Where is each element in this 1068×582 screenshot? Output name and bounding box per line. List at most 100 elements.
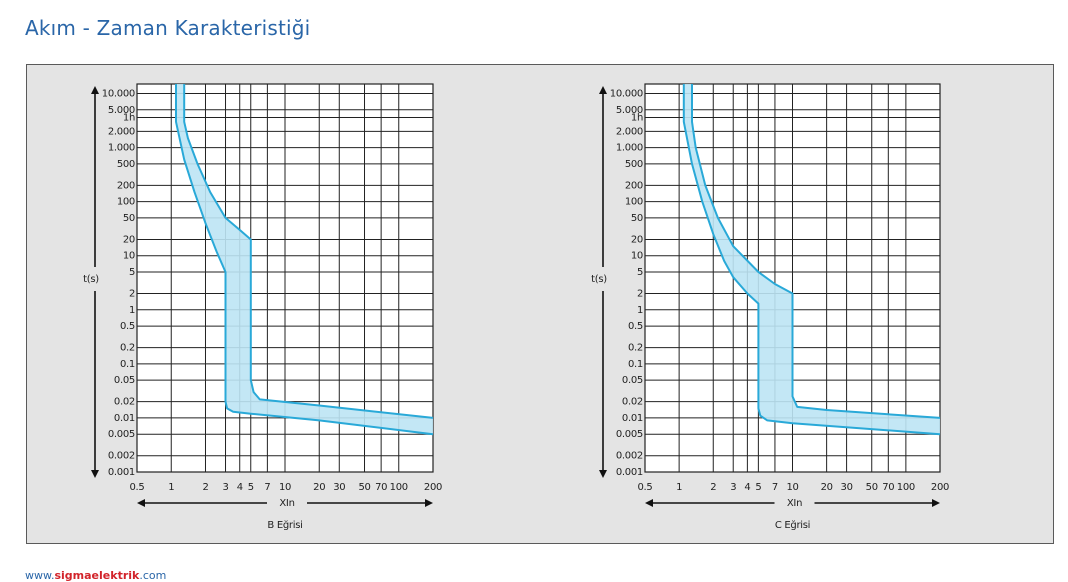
y-tick-label: 0.002 [108, 451, 135, 462]
x-tick-label: 1 [168, 482, 174, 493]
y-tick-label: 200 [625, 180, 643, 191]
y-tick-label: 0.02 [114, 397, 135, 408]
y-axis-label: t(s) [591, 274, 607, 285]
y-tick-label: 50 [123, 213, 135, 224]
y-tick-label: 2 [637, 289, 643, 300]
x-tick-label: 200 [931, 482, 949, 493]
y-tick-label: 0.005 [616, 429, 643, 440]
y-tick-label: 1 [637, 305, 643, 316]
footer: www.sigmaelektrik.com [25, 569, 166, 582]
x-tick-label: 5 [755, 482, 761, 493]
band-fill [683, 84, 940, 435]
footer-text: .com [139, 569, 167, 582]
y-tick-label: 10.000 [610, 89, 643, 100]
x-axis-label: XIn [787, 498, 802, 509]
x-tick-label: 1 [676, 482, 682, 493]
y-tick-label: 5.000 [616, 105, 643, 116]
x-tick-label: 0.5 [637, 482, 652, 493]
y-tick-label: 100 [117, 197, 135, 208]
x-tick-label: 7 [264, 482, 270, 493]
y-axis-label: t(s) [83, 274, 99, 285]
y-tick-label: 0.05 [114, 375, 135, 386]
x-axis-label: XIn [279, 498, 294, 509]
y-tick-label: 2.000 [108, 126, 135, 137]
y-tick-label: 1.000 [108, 143, 135, 154]
arrow-head [425, 499, 433, 507]
y-tick-label: 1.000 [616, 143, 643, 154]
arrow-head [91, 470, 99, 478]
x-tick-label: 50 [358, 482, 370, 493]
arrow-head [599, 86, 607, 94]
arrow-head [599, 470, 607, 478]
arrow-head [932, 499, 940, 507]
y-tick-label: 0.2 [628, 343, 643, 354]
x-tick-label: 20 [821, 482, 833, 493]
x-tick-label: 4 [744, 482, 750, 493]
chart-caption: C Eğrisi [775, 519, 810, 531]
y-tick-label: 0.001 [616, 467, 643, 478]
x-tick-label: 2 [202, 482, 208, 493]
y-tick-label: 0.1 [628, 359, 643, 370]
y-tick-label: 0.05 [622, 375, 643, 386]
y-tick-label: 5 [129, 267, 135, 278]
page-title: Akım - Zaman Karakteristiği [25, 16, 311, 40]
y-tick-label: 5 [637, 267, 643, 278]
y-tick-label: 200 [117, 180, 135, 191]
x-tick-label: 100 [390, 482, 408, 493]
arrow-head [91, 86, 99, 94]
x-tick-label: 7 [772, 482, 778, 493]
y-tick-label: 0.1 [120, 359, 135, 370]
footer-brand: sigmaelektrik [54, 569, 140, 582]
x-tick-label: 20 [313, 482, 325, 493]
y-tick-label: 10.000 [102, 89, 135, 100]
y-tick-label: 0.001 [108, 467, 135, 478]
x-tick-label: 70 [375, 482, 387, 493]
x-tick-label: 0.5 [129, 482, 144, 493]
y-tick-label: 1h [631, 113, 643, 124]
y-tick-label: 0.01 [622, 413, 643, 424]
x-tick-label: 30 [333, 482, 345, 493]
band-boundary [691, 84, 941, 419]
band-fill [176, 84, 433, 435]
y-tick-label: 0.2 [120, 343, 135, 354]
y-tick-label: 2.000 [616, 126, 643, 137]
y-tick-label: 20 [631, 234, 643, 245]
band-boundary [183, 84, 434, 419]
y-tick-label: 500 [625, 159, 643, 170]
y-tick-label: 0.01 [114, 413, 135, 424]
y-tick-label: 100 [625, 197, 643, 208]
footer-text: www. [25, 569, 55, 582]
x-tick-label: 70 [882, 482, 894, 493]
y-tick-label: 2 [129, 289, 135, 300]
y-tick-label: 20 [123, 234, 135, 245]
y-tick-label: 5.000 [108, 105, 135, 116]
y-tick-label: 50 [631, 213, 643, 224]
y-tick-label: 0.005 [108, 429, 135, 440]
x-tick-label: 4 [237, 482, 243, 493]
y-tick-label: 10 [123, 251, 135, 262]
x-tick-label: 10 [279, 482, 291, 493]
band-boundary [175, 84, 434, 436]
y-tick-label: 500 [117, 159, 135, 170]
x-tick-label: 2 [710, 482, 716, 493]
x-tick-label: 100 [897, 482, 915, 493]
x-tick-label: 3 [222, 482, 228, 493]
x-tick-label: 30 [841, 482, 853, 493]
y-tick-label: 1h [123, 113, 135, 124]
band-boundary [682, 84, 941, 436]
y-tick-label: 0.002 [616, 451, 643, 462]
y-tick-label: 10 [631, 251, 643, 262]
x-tick-label: 10 [786, 482, 798, 493]
x-tick-label: 50 [866, 482, 878, 493]
x-tick-label: 5 [248, 482, 254, 493]
x-tick-label: 200 [424, 482, 442, 493]
arrow-head [645, 499, 653, 507]
y-tick-label: 0.5 [120, 321, 135, 332]
y-tick-label: 0.5 [628, 321, 643, 332]
arrow-head [137, 499, 145, 507]
chart-caption: B Eğrisi [267, 519, 302, 531]
x-tick-label: 3 [730, 482, 736, 493]
y-tick-label: 0.02 [622, 397, 643, 408]
